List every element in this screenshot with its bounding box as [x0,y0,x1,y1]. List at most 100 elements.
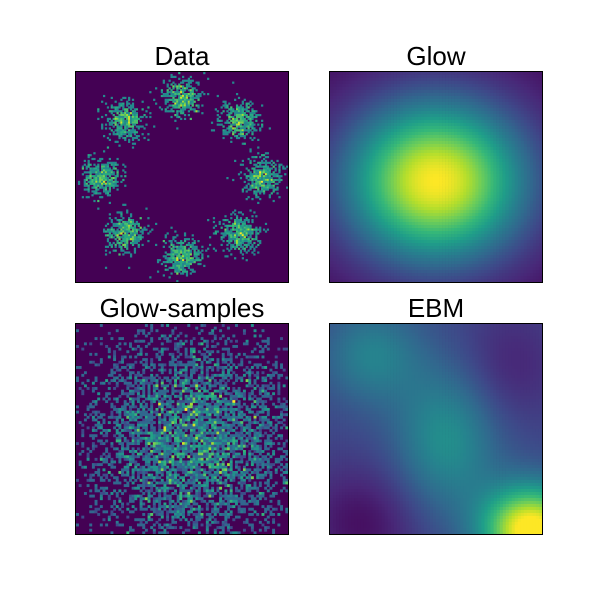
data-histogram-cell [118,135,121,138]
data-histogram-cell [241,102,244,105]
data-histogram-cell [193,255,196,258]
glow-density-cell [405,138,410,142]
glow-density-cell [490,195,494,199]
glow-density-cell [429,165,434,169]
glow-density-cell [417,162,422,166]
glow-density-cell [478,174,482,178]
glow-density-cell [496,153,500,157]
data-histogram-cell [262,178,266,182]
glow-density-cell [445,168,449,172]
data-histogram-cell [120,219,123,222]
data-histogram-cell [237,240,241,243]
glow-density-cell [457,111,461,115]
data-histogram-cell [245,175,248,178]
glow-density-cell [439,183,443,187]
glow-density-cell [339,120,343,124]
data-histogram-cell [87,163,90,166]
data-histogram-cell [108,243,111,247]
glow-density-cell [454,165,458,169]
data-histogram-cell [270,163,273,166]
glow-density-cell [463,177,467,181]
data-histogram-cell [104,190,108,193]
glow-density-cell [535,147,540,151]
glow-density-cell [505,150,509,154]
glow-density-cell [511,156,516,160]
glow-density-cell [538,162,542,166]
glow-density-cell [330,150,334,154]
glow-density-cell [484,144,488,148]
data-histogram-cell [133,224,137,227]
glow-density-cell [529,192,534,196]
data-histogram-cell [191,104,194,107]
glow-density-cell [339,198,343,202]
glow-density-cell [448,123,452,127]
glow-density-cell [460,132,464,136]
glow-density-cell [457,102,461,106]
glow-density-cell [360,117,364,121]
data-histogram-cell [189,94,192,98]
glow-density-cell [493,162,497,166]
glow-density-cell [520,180,525,184]
data-histogram-cell [170,259,173,262]
glow-density-cell [357,81,361,85]
data-histogram-cell [185,262,189,266]
glow-density-cell [426,93,431,97]
glow-density-cell [432,153,437,157]
glow-density-cell [384,81,388,85]
data-histogram-cell [251,138,254,142]
glow-density-cell [523,195,528,199]
glow-density-cell [511,183,516,187]
data-histogram-cell [235,106,239,109]
data-histogram-cell [114,100,117,103]
data-histogram-cell [87,154,90,157]
glow-density-cell [514,87,519,91]
data-histogram-cell [108,251,111,254]
glow-density-cell [472,162,476,166]
glow-density-cell [481,81,485,85]
glow-density-cell [523,105,528,109]
data-histogram-cell [172,245,175,248]
data-histogram-cell [139,230,142,233]
glow-density-cell [414,198,419,202]
data-histogram-cell [220,243,223,247]
glow-density-cell [448,87,452,91]
glow-density-cell [360,180,364,184]
data-histogram-cell [174,106,177,109]
glow-density-cell [487,102,491,106]
glow-density-cell [454,102,458,106]
data-histogram-cell [97,163,100,166]
glow-density-cell [499,198,503,202]
data-histogram-cell [120,175,123,178]
data-histogram-cell [176,234,179,237]
glow-density-cell [360,99,364,103]
glow-density-cell [396,180,400,184]
data-histogram-cell [141,230,144,233]
glow-density-cell [420,99,425,103]
data-histogram-cell [178,241,181,245]
glow-density-cell [378,192,382,196]
glow-density-cell [520,114,525,118]
data-histogram-cell [174,94,177,98]
glow-density-cell [375,84,379,88]
glow-density-cell [411,168,416,172]
data-histogram-cell [243,142,246,145]
glow-density-cell [351,198,355,202]
data-histogram-cell [129,220,133,224]
data-histogram-cell [160,91,164,94]
glow-density-cell [502,150,506,154]
data-histogram-cell [268,171,271,174]
data-histogram-cell [253,127,256,130]
data-histogram-cell [114,178,117,182]
glow-density-cell [475,144,479,148]
glow-density-cell [514,129,519,133]
glow-density-cell [390,195,394,199]
data-histogram-cell [110,230,113,233]
glow-density-cell [399,111,403,115]
data-histogram-cell [116,123,119,126]
glow-density-cell [429,180,434,184]
glow-density-cell [532,78,537,82]
glow-density-cell [411,195,416,199]
glow-density-cell [499,105,503,109]
glow-density-cell [405,81,410,85]
data-histogram-cell [114,180,117,184]
